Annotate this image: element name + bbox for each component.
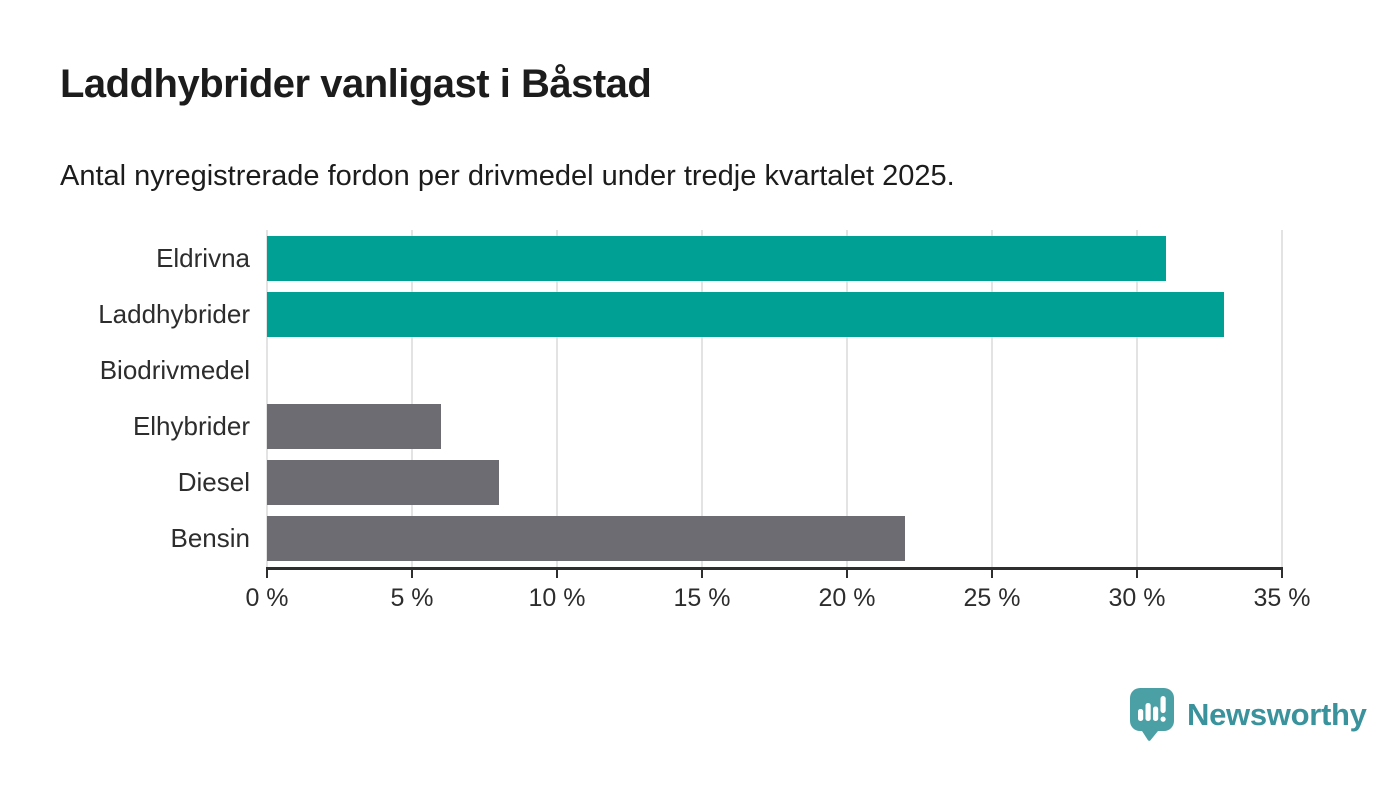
bar-bensin bbox=[267, 516, 905, 562]
gridline-25 bbox=[991, 230, 993, 567]
newsworthy-logo-icon bbox=[1130, 688, 1174, 741]
gridline-0 bbox=[266, 230, 268, 567]
x-axis-line bbox=[266, 567, 1283, 570]
tick-mark-35 bbox=[1281, 569, 1283, 578]
chart-title: Laddhybrider vanligast i Båstad bbox=[60, 62, 652, 106]
bar-row-biodrivmedel bbox=[267, 348, 1282, 393]
bar-chart-plot-area bbox=[266, 230, 1283, 578]
gridline-30 bbox=[1136, 230, 1138, 567]
category-label-bensin: Bensin bbox=[170, 523, 251, 554]
bar-row-diesel bbox=[267, 460, 1282, 506]
category-label-laddhybrider: Laddhybrider bbox=[98, 298, 250, 329]
category-label-elhybrider: Elhybrider bbox=[132, 411, 250, 442]
tick-mark-10 bbox=[556, 569, 558, 578]
tick-label-20: 20 % bbox=[818, 584, 876, 612]
bar-row-bensin bbox=[267, 516, 1282, 562]
bar-row-laddhybrider bbox=[267, 291, 1282, 337]
tick-label-0: 0 % bbox=[245, 584, 289, 612]
gridline-15 bbox=[701, 230, 703, 567]
category-label-biodrivmedel: Biodrivmedel bbox=[99, 354, 250, 385]
category-label-diesel: Diesel bbox=[177, 467, 250, 498]
gridline-5 bbox=[411, 230, 413, 567]
gridline-35 bbox=[1281, 230, 1283, 567]
tick-mark-0 bbox=[266, 569, 268, 578]
x-axis-tick-labels: 0 % 5 % 10 % 15 % 20 % 25 % 30 % 35 % bbox=[245, 584, 1310, 616]
bar-diesel bbox=[267, 460, 499, 506]
tick-label-10: 10 % bbox=[528, 584, 586, 612]
tick-mark-15 bbox=[701, 569, 703, 578]
category-label-eldrivna: Eldrivna bbox=[156, 242, 250, 273]
bar-row-eldrivna bbox=[267, 235, 1282, 281]
tick-mark-20 bbox=[846, 569, 848, 578]
gridline-10 bbox=[556, 230, 558, 567]
chart-subtitle: Antal nyregistrerade fordon per drivmede… bbox=[60, 160, 955, 192]
bar-eldrivna bbox=[267, 235, 1166, 281]
tick-label-5: 5 % bbox=[390, 584, 434, 612]
tick-mark-30 bbox=[1136, 569, 1138, 578]
bar-row-elhybrider bbox=[267, 404, 1282, 450]
tick-label-35: 35 % bbox=[1253, 584, 1311, 612]
bar-laddhybrider bbox=[267, 291, 1224, 337]
tick-label-15: 15 % bbox=[673, 584, 731, 612]
tick-mark-5 bbox=[411, 569, 413, 578]
bar-elhybrider bbox=[267, 404, 441, 450]
category-axis-labels: Eldrivna Laddhybrider Biodrivmedel Elhybrid… bbox=[0, 230, 250, 567]
newsworthy-logo: Newsworthy bbox=[1130, 688, 1367, 741]
newsworthy-logo-text: Newsworthy bbox=[1187, 696, 1367, 732]
tick-mark-25 bbox=[991, 569, 993, 578]
tick-label-25: 25 % bbox=[963, 584, 1021, 612]
tick-label-30: 30 % bbox=[1108, 584, 1166, 612]
gridline-20 bbox=[846, 230, 848, 567]
